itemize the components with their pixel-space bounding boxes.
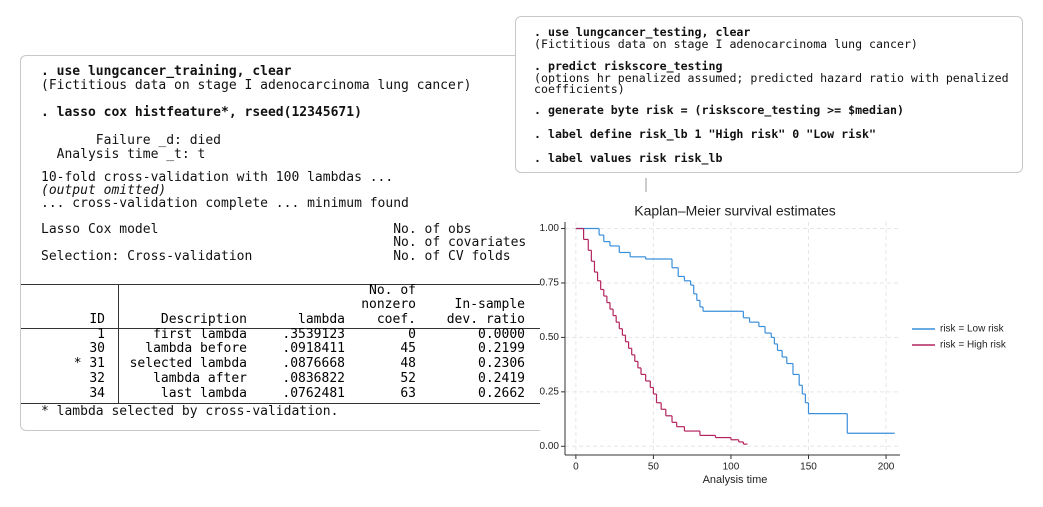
output-line: (output omitted) (41, 183, 167, 198)
output-line: . use lungcancer_training, clear (41, 64, 292, 79)
table-cell: lambda before (145, 341, 247, 357)
table-cell: 0.2306 (478, 356, 525, 372)
output-line: . label values risk risk_lb (534, 150, 723, 165)
y-tick-label: 0.75 (540, 278, 560, 289)
table-cell: 0.2662 (478, 385, 525, 401)
table-rule (21, 328, 540, 329)
table-header: lambda (298, 311, 345, 327)
table-header: nonzero (361, 297, 416, 312)
table-cell: 52 (400, 370, 416, 386)
legend-label: risk = Low risk (940, 324, 1005, 335)
x-tick-label: 0 (573, 462, 579, 473)
y-tick-label: 0.25 (540, 386, 560, 397)
table-cell: 0 (408, 326, 416, 342)
table-cell: 0.2199 (478, 341, 525, 357)
table-cell: 0.0000 (478, 326, 525, 342)
output-line: 10-fold cross-validation with 100 lambda… (41, 170, 394, 185)
output-line: Lasso Cox model No. of obs (41, 222, 472, 237)
table-cell: 34 (89, 385, 105, 401)
table-header: Description (160, 311, 247, 327)
output-line: . label define risk_lb 1 "High risk" 0 "… (534, 126, 877, 141)
table-header: In-sample (454, 297, 525, 312)
output-line: (Fictitious data on stage I adenocarcino… (41, 78, 472, 93)
output-line: Analysis time _t: t (41, 147, 206, 162)
output-line: . predict riskscore_testing (534, 58, 723, 73)
table-cell: lambda after (153, 370, 247, 386)
x-tick-label: 100 (723, 462, 740, 473)
output-line: No. of covariates (41, 235, 527, 250)
table-rule (21, 403, 540, 404)
chart-title: Kaplan–Meier survival estimates (634, 203, 836, 219)
output-line: (options hr penalized assumed; predicted… (534, 70, 1009, 85)
table-header: No. of (369, 282, 416, 298)
table-cell: last lambda (160, 385, 247, 401)
table-cell: .0918411 (282, 341, 345, 357)
table-cell: .0876668 (282, 356, 345, 372)
output-line: . use lungcancer_testing, clear (534, 24, 751, 39)
output-line: . lasso cox histfeature*, rseed(12345671… (41, 105, 362, 120)
table-rule (21, 284, 540, 285)
output-line: . generate byte risk = (riskscore_testin… (534, 102, 904, 117)
table-cell: 48 (400, 356, 416, 372)
y-tick-label: 1.00 (540, 223, 560, 234)
x-tick-label: 200 (878, 462, 895, 473)
right-output-panel: . use lungcancer_testing, clear (Fictitio… (515, 16, 1023, 173)
table-cell: 63 (400, 385, 416, 401)
x-axis-title: Analysis time (703, 474, 768, 486)
table-cell: selected lambda (129, 356, 247, 372)
output-line: Selection: Cross-validation No. of CV fo… (41, 249, 511, 264)
output-line: coefficients) (534, 81, 625, 96)
table-cell: .0836822 (282, 370, 345, 386)
legend-label: risk = High risk (940, 340, 1007, 351)
output-line: ... cross-validation complete ... minimu… (41, 196, 409, 211)
table-cell: .3539123 (282, 326, 345, 342)
table-cell: 45 (400, 341, 416, 357)
table-cell: 32 (89, 370, 105, 386)
plot-background (565, 222, 900, 455)
table-cell: first lambda (153, 326, 247, 342)
table-header: ID (89, 311, 105, 327)
footnote: * lambda selected by cross-validation. (41, 404, 339, 419)
table-cell: 0.2419 (478, 370, 525, 386)
table-rule (118, 284, 119, 403)
table-cell: .0762481 (282, 385, 345, 401)
table-cell: 1 (97, 326, 105, 342)
left-output-panel: . use lungcancer_training, clear (Fictiti… (20, 55, 540, 431)
table-cell: * 31 (73, 356, 105, 372)
table-header: dev. ratio (446, 311, 525, 327)
x-tick-label: 150 (800, 462, 817, 473)
output-line: Failure _d: died (41, 133, 222, 148)
y-tick-label: 0.50 (540, 332, 560, 343)
x-tick-label: 50 (648, 462, 660, 473)
output-line: (Fictitious data on stage I adenocarcino… (534, 36, 918, 51)
table-header: coef. (376, 311, 416, 327)
y-tick-label: 0.00 (540, 441, 560, 452)
table-cell: 30 (89, 341, 105, 357)
